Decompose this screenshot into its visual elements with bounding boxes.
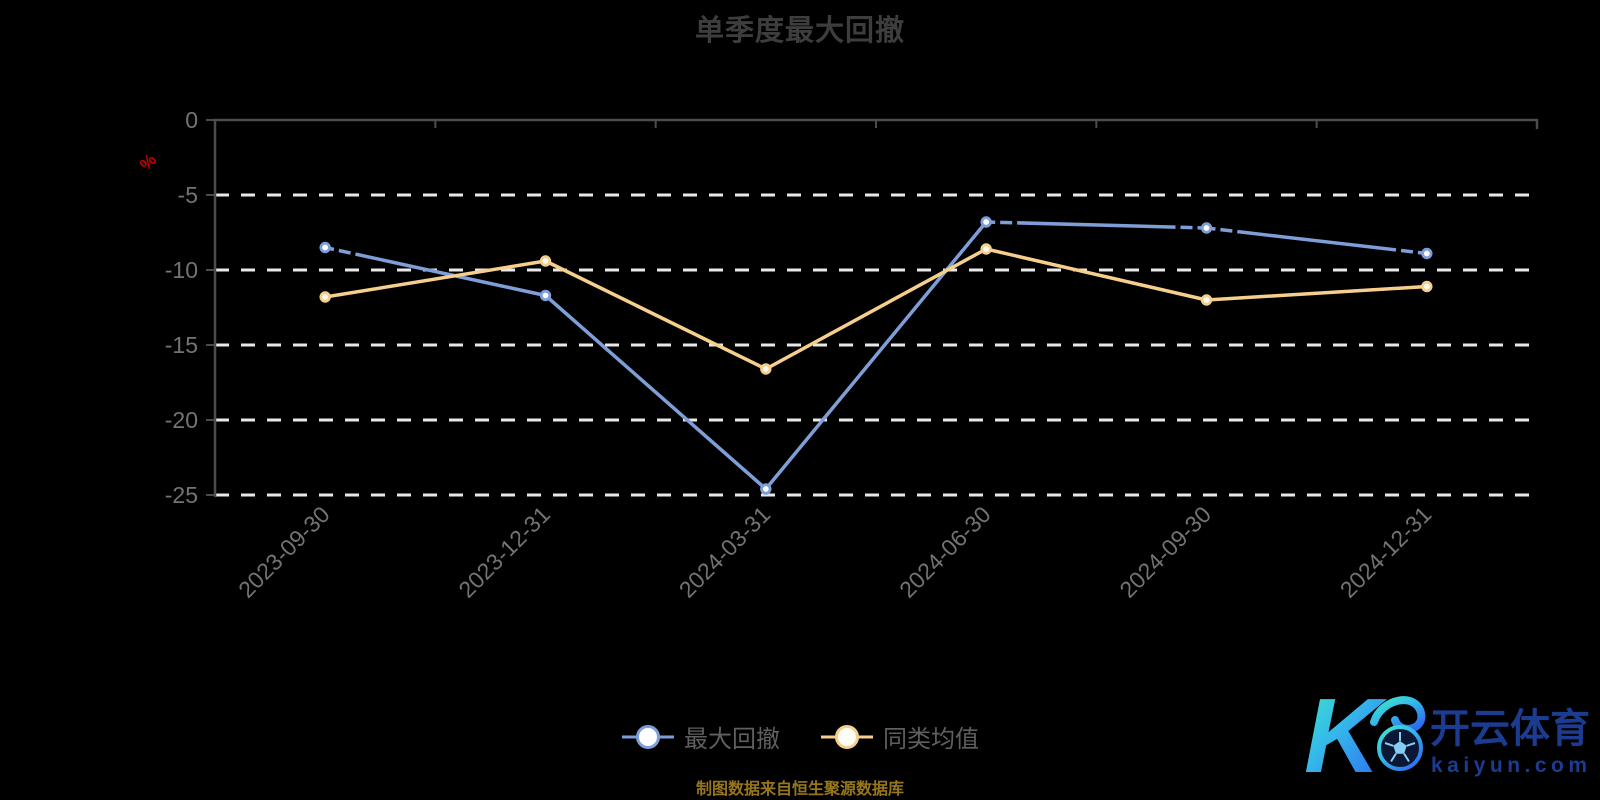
data-point-marker[interactable]	[539, 289, 552, 302]
chart-title: 单季度最大回撤	[694, 15, 905, 47]
line-dash-artifact	[1215, 226, 1221, 233]
line-dash-artifact	[1395, 247, 1402, 254]
x-axis-tick-label: 2024-03-31	[674, 501, 776, 603]
wave-swirl-icon	[1370, 696, 1426, 733]
data-point-marker[interactable]	[980, 243, 992, 255]
x-axis-tick-label: 2023-09-30	[233, 501, 335, 603]
line-dash-artifact	[1232, 228, 1238, 235]
y-axis-unit-label: %	[136, 150, 160, 174]
series-line	[323, 247, 1429, 371]
data-point-marker[interactable]	[1421, 280, 1433, 293]
data-point-marker[interactable]	[539, 255, 552, 267]
legend-label: 最大回撤	[684, 726, 780, 753]
data-point-marker[interactable]	[760, 483, 772, 495]
data-point-marker[interactable]	[1200, 294, 1213, 306]
x-axis-tick-label: 2024-12-31	[1335, 501, 1437, 603]
legend-item-drawdown[interactable]: 最大回撤	[621, 719, 780, 754]
y-axis-tick-label: -5	[178, 182, 198, 208]
y-axis-tick-label: -20	[165, 407, 198, 433]
series-line	[323, 220, 1429, 491]
legend-item-average[interactable]: 同类均值	[820, 719, 979, 754]
x-axis-tick-label: 2024-09-30	[1114, 501, 1216, 603]
line-dash-artifact	[1412, 249, 1419, 256]
kaiyun-monogram: K	[1304, 677, 1387, 790]
legend-marker-line-icon	[821, 724, 873, 749]
y-axis-tick-label: 0	[185, 107, 198, 133]
kaiyun-watermark-logo: K 开云体育 kaiyun.com	[1304, 677, 1592, 790]
x-axis-tick-label: 2024-06-30	[894, 501, 996, 603]
line-dash-artifact	[349, 250, 357, 257]
y-axis-tick-label: -10	[165, 257, 198, 283]
y-axis-tick-label: -25	[165, 482, 198, 508]
data-point-marker[interactable]	[1200, 222, 1213, 234]
data-point-marker[interactable]	[319, 291, 331, 303]
y-axis-tick-label: -15	[165, 332, 198, 358]
data-point-marker[interactable]	[1421, 247, 1433, 260]
line-dash-artifact	[333, 246, 340, 254]
legend-marker-line-icon	[622, 724, 674, 749]
soccer-ball-icon	[1377, 725, 1423, 771]
data-point-marker[interactable]	[319, 241, 331, 254]
kaiyun-brand-text: 开云体育	[1430, 707, 1590, 751]
data-point-marker[interactable]	[980, 216, 992, 228]
data-point-marker[interactable]	[760, 363, 772, 375]
x-axis-tick-label: 2023-12-31	[453, 501, 555, 603]
legend-label: 同类均值	[883, 726, 979, 753]
chart-legend: 最大回撤 同类均值	[621, 719, 979, 754]
data-source-note: 制图数据来自恒生聚源数据库	[695, 781, 904, 798]
kaiyun-domain-text: kaiyun.com	[1431, 754, 1592, 777]
